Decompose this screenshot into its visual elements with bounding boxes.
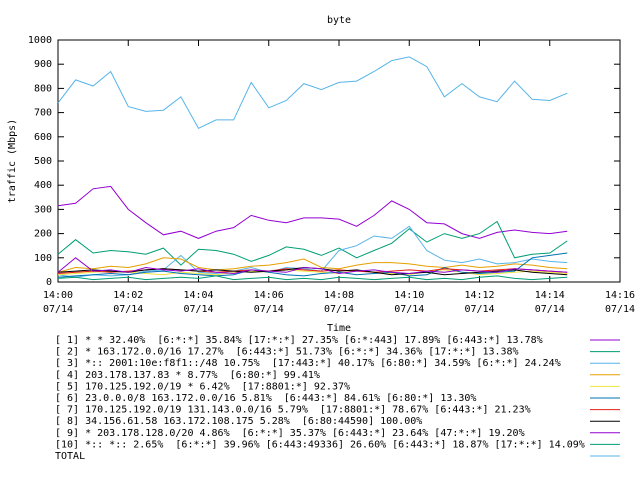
x-axis-label: Time (327, 323, 351, 334)
x-tick-label: 14:10 (394, 290, 424, 301)
x-tick-label: 14:08 (324, 290, 354, 301)
y-tick-label: 1000 (28, 35, 52, 46)
x-tick-label: 07/14 (113, 304, 143, 315)
x-tick-label: 14:16 (605, 290, 635, 301)
series-line (57, 275, 568, 281)
legend-label: [ 2] * 163.172.0.0/16 17.27% [6:443:*] 5… (55, 347, 519, 358)
x-tick-label: 07/14 (605, 304, 635, 315)
x-tick-label: 14:06 (254, 290, 284, 301)
chart-title: byte (327, 15, 351, 26)
plot-border (57, 39, 621, 283)
x-tick-label: 07/14 (254, 304, 284, 315)
x-tick-label: 14:04 (183, 290, 213, 301)
series-line (57, 257, 568, 275)
y-tick-label: 600 (34, 132, 52, 143)
legend-label: [ 3] *:: 2001:10e:f8f1::/48 10.75% [17:4… (55, 358, 561, 369)
x-tick-label: 07/14 (43, 304, 73, 315)
x-tick-label: 14:02 (113, 290, 143, 301)
x-tick-label: 14:14 (535, 290, 565, 301)
x-tick-label: 14:12 (464, 290, 494, 301)
x-tick-label: 07/14 (464, 304, 494, 315)
series-line (57, 252, 568, 278)
y-tick-label: 700 (34, 108, 52, 119)
series-line (57, 269, 568, 276)
series-line (57, 257, 568, 273)
x-tick-label: 07/14 (535, 304, 565, 315)
y-tick-label: 100 (34, 253, 52, 264)
series-line (57, 56, 568, 129)
series-line (57, 225, 568, 278)
x-tick-label: 07/14 (324, 304, 354, 315)
y-tick-label: 400 (34, 180, 52, 191)
legend-label: [ 8] 34.156.61.58 163.172.108.175 5.28% … (55, 416, 422, 427)
legend-label: [ 9] * 203.178.128.0/20 4.86% [6:*:*] 35… (55, 428, 525, 439)
y-tick-label: 200 (34, 229, 52, 240)
x-tick-label: 07/14 (183, 304, 213, 315)
legend-label: TOTAL (55, 451, 85, 462)
y-tick-label: 300 (34, 204, 52, 215)
legend-label: [ 4] 203.178.137.83 * 8.77% [6:80:*] 99.… (55, 370, 320, 381)
y-tick-label: 800 (34, 83, 52, 94)
legend-label: [ 5] 170.125.192.0/19 * 6.42% [17:8801:*… (55, 381, 350, 392)
legend-label: [ 7] 170.125.192.0/19 131.143.0.0/16 5.7… (55, 405, 531, 416)
legend-label: [ 1] * * 32.40% [6:*:*] 35.84% [17:*:*] … (55, 335, 543, 346)
y-tick-label: 900 (34, 59, 52, 70)
legend-label: [10] *:: *:: 2.65% [6:*:*] 39.96% [6:443… (55, 439, 585, 450)
series-line (57, 220, 568, 266)
y-axis-label: traffic (Mbps) (7, 119, 18, 203)
y-tick-label: 500 (34, 156, 52, 167)
y-tick-label: 0 (46, 277, 52, 288)
series-line (57, 185, 568, 239)
legend-label: [ 6] 23.0.0.0/8 163.172.0.0/16 5.81% [6:… (55, 393, 476, 404)
x-tick-label: 14:00 (43, 290, 73, 301)
x-tick-label: 07/14 (394, 304, 424, 315)
